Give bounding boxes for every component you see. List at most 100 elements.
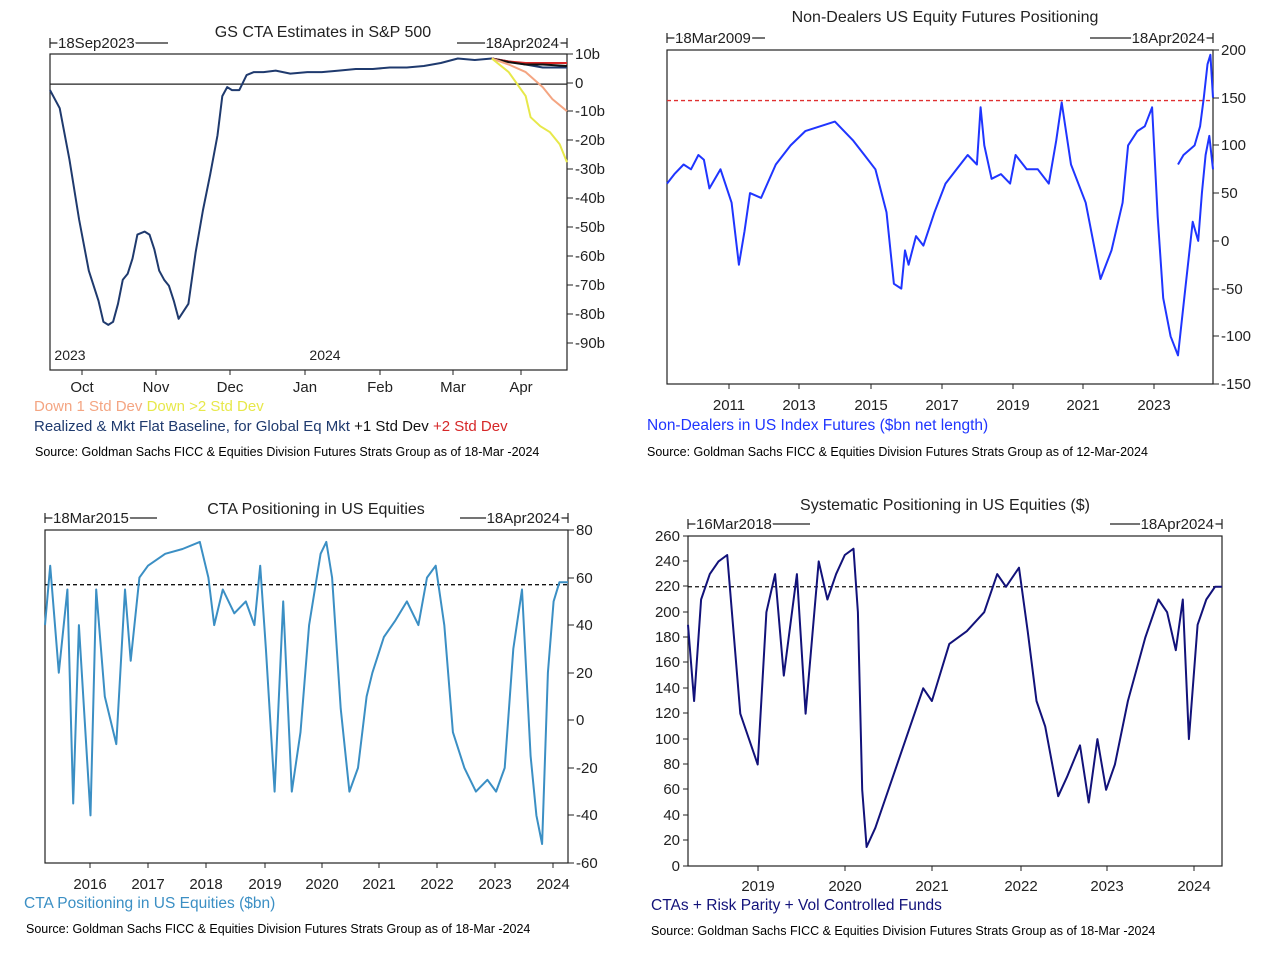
x-tick-label: 2013 <box>782 397 815 414</box>
y-tick-label: 220 <box>655 578 680 595</box>
y-tick-label: -20 <box>576 760 598 777</box>
y-tick-label: -40 <box>576 807 598 824</box>
y-tick-label: 80 <box>663 756 680 773</box>
y-tick-label: -50 <box>1221 281 1243 298</box>
y-tick-label: 0 <box>575 75 583 92</box>
y-tick-label: 180 <box>655 629 680 646</box>
y-tick-label: 240 <box>655 553 680 570</box>
range-end-label: 18Apr2024 <box>487 510 560 527</box>
cta-estimates-chart: GS CTA Estimates in S&P 500 18Sep2023 18Ap… <box>49 24 605 396</box>
x-tick-label: 2023 <box>1090 878 1123 895</box>
x-tick-label: Jan <box>293 379 317 396</box>
x-tick-label: Apr <box>509 379 532 396</box>
y-tick-label: -100 <box>1221 328 1251 345</box>
range-start-label: 18Mar2009 <box>675 30 751 47</box>
y-tick-label: 20 <box>663 832 680 849</box>
x-tick-label: 2024 <box>536 876 569 893</box>
x-tick-label: 2018 <box>189 876 222 893</box>
x-tick-label: 2021 <box>1066 397 1099 414</box>
legend-down-1-std: Down 1 Std Dev <box>34 398 143 415</box>
series-line-1 <box>666 101 1214 357</box>
cta-positioning-chart: CTA Positioning in US Equities 18Mar2015 1… <box>44 501 598 893</box>
chart-title: Systematic Positioning in US Equities ($… <box>800 497 1090 514</box>
y-tick-label: 120 <box>655 705 680 722</box>
x-tick-label: 2023 <box>478 876 511 893</box>
legend-plus-2-std: +2 Std Dev <box>432 418 508 435</box>
x-tick-label: 2020 <box>305 876 338 893</box>
x-tick-label: 2011 <box>713 397 745 414</box>
x-tick-label: 2024 <box>1177 878 1210 895</box>
y-tick-label: 20 <box>576 665 593 682</box>
x-year-label: 2023 <box>54 347 85 363</box>
y-tick-label: -60 <box>576 855 598 872</box>
x-tick-label: Feb <box>367 379 393 396</box>
x-tick-label: Mar <box>440 379 466 396</box>
x-tick-label: 2019 <box>996 397 1029 414</box>
chart-panel-systematic: Systematic Positioning in US Equities ($… <box>640 484 1280 967</box>
series-line-1 <box>687 547 1222 848</box>
series-line-1 <box>49 57 567 326</box>
x-tick-label: 2020 <box>828 878 861 895</box>
y-tick-label: 100 <box>1221 137 1246 154</box>
plot-frame <box>44 529 569 864</box>
legend-baseline: Realized & Mkt Flat Baseline, for Global… <box>34 418 350 435</box>
y-tick-label: 0 <box>672 858 680 875</box>
range-end-label: 18Apr2024 <box>486 35 559 52</box>
x-tick-label: 2017 <box>925 397 958 414</box>
series-line-3 <box>491 57 568 67</box>
y-tick-label: -10b <box>575 103 605 120</box>
legend-plus-1-std: +1 Std Dev <box>354 418 429 435</box>
y-tick-label: -80b <box>575 306 605 323</box>
x-tick-label: 2021 <box>915 878 948 895</box>
non-dealers-chart: Non-Dealers US Equity Futures Positionin… <box>666 9 1251 414</box>
x-tick-label: Oct <box>70 379 94 396</box>
x-tick-label: Nov <box>143 379 170 396</box>
chart-title: Non-Dealers US Equity Futures Positionin… <box>792 9 1099 26</box>
chart-legend: Non-Dealers in US Index Futures ($bn net… <box>647 417 989 434</box>
x-tick-label: 2019 <box>741 878 774 895</box>
y-tick-label: -50b <box>575 219 605 236</box>
x-tick-label: 2023 <box>1137 397 1170 414</box>
series-line-5 <box>491 57 568 163</box>
series-line-1 <box>44 540 568 845</box>
y-tick-label: 40 <box>576 617 593 634</box>
x-tick-label: 2021 <box>362 876 395 893</box>
y-tick-label: -20b <box>575 132 605 149</box>
y-tick-label: 100 <box>655 731 680 748</box>
chart-title: CTA Positioning in US Equities <box>207 501 425 518</box>
plot-frame <box>687 535 1223 867</box>
y-tick-label: -70b <box>575 277 605 294</box>
series-line-4 <box>491 57 568 112</box>
y-tick-label: 160 <box>655 654 680 671</box>
y-tick-label: 60 <box>663 781 680 798</box>
y-tick-label: 200 <box>655 604 680 621</box>
chart-panel-non-dealers: Non-Dealers US Equity Futures Positionin… <box>640 0 1280 480</box>
y-tick-label: -30b <box>575 161 605 178</box>
y-tick-label: 0 <box>576 712 584 729</box>
chart-legend: CTA Positioning in US Equities ($bn) <box>24 895 276 912</box>
x-tick-label: 2017 <box>131 876 164 893</box>
range-start-label: 18Sep2023 <box>58 35 135 52</box>
x-tick-label: 2022 <box>420 876 453 893</box>
legend-down-2-std: Down >2 Std Dev <box>146 398 264 415</box>
y-tick-label: 80 <box>576 522 593 539</box>
x-tick-label: 2016 <box>73 876 106 893</box>
y-tick-label: 140 <box>655 680 680 697</box>
y-tick-label: 50 <box>1221 185 1238 202</box>
y-tick-label: 60 <box>576 570 593 587</box>
y-tick-label: -150 <box>1221 376 1251 393</box>
y-tick-label: -90b <box>575 335 605 352</box>
plot-frame <box>49 53 568 371</box>
chart-legend: CTAs + Risk Parity + Vol Controlled Fund… <box>651 897 942 914</box>
chart-title: GS CTA Estimates in S&P 500 <box>215 24 431 41</box>
chart-panel-cta-estimates: GS CTA Estimates in S&P 500 18Sep2023 18Ap… <box>0 0 640 480</box>
chart-source: Source: Goldman Sachs FICC & Equities Di… <box>35 445 540 459</box>
range-end-label: 18Apr2024 <box>1132 30 1205 47</box>
y-tick-label: 40 <box>663 807 680 824</box>
chart-legend-row-2: Realized & Mkt Flat Baseline, for Global… <box>34 418 508 435</box>
y-tick-label: 0 <box>1221 233 1229 250</box>
series-line-2 <box>1177 53 1214 166</box>
x-year-label: 2024 <box>309 347 340 363</box>
y-tick-label: 200 <box>1221 42 1246 59</box>
y-tick-label: 10b <box>575 46 600 63</box>
